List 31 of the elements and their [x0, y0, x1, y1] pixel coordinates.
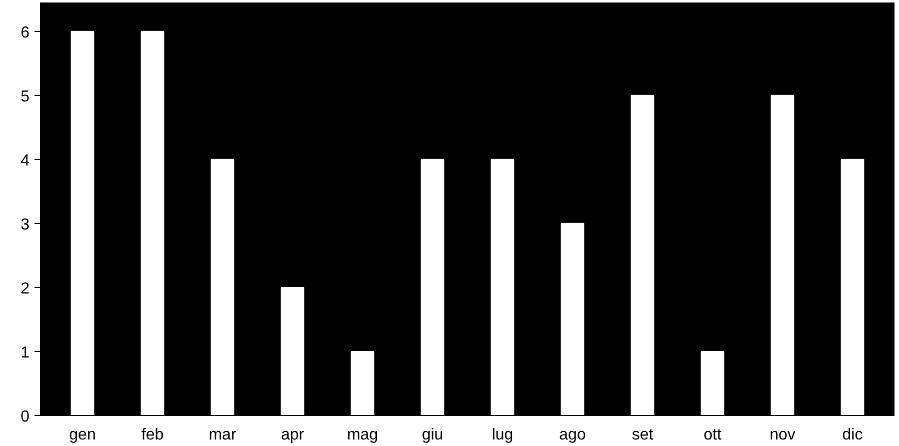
x-tick-label: nov: [770, 426, 796, 444]
bar: [770, 94, 794, 416]
bar: [490, 158, 514, 416]
x-tick-label: giu: [422, 426, 444, 444]
bar: [140, 30, 164, 416]
bar: [560, 222, 584, 416]
y-tick-label: 4: [20, 152, 30, 170]
x-tick-label: ago: [559, 426, 586, 444]
x-tick-label: apr: [280, 426, 305, 444]
x-tick-label: lug: [492, 426, 514, 444]
x-tick-label: mag: [346, 426, 378, 444]
bar: [700, 350, 724, 416]
y-tick-label: 1: [20, 344, 30, 362]
bar: [630, 94, 654, 416]
y-tick-label: 5: [20, 88, 30, 106]
bar: [420, 158, 444, 416]
bar: [70, 30, 94, 416]
bar: [840, 158, 864, 416]
x-tick-label: mar: [208, 426, 237, 444]
y-tick-label: 6: [20, 24, 30, 42]
y-tick-label: 3: [20, 216, 30, 234]
y-tick-label: 0: [20, 408, 30, 426]
bar: [210, 158, 234, 416]
x-tick-label: gen: [69, 426, 96, 444]
x-tick-label: dic: [842, 426, 863, 444]
x-tick-label: set: [632, 426, 654, 444]
x-tick-label: ott: [704, 426, 722, 444]
x-tick-label: feb: [141, 426, 164, 444]
bar: [280, 286, 304, 416]
y-tick-label: 2: [20, 280, 30, 298]
bar: [350, 350, 374, 416]
